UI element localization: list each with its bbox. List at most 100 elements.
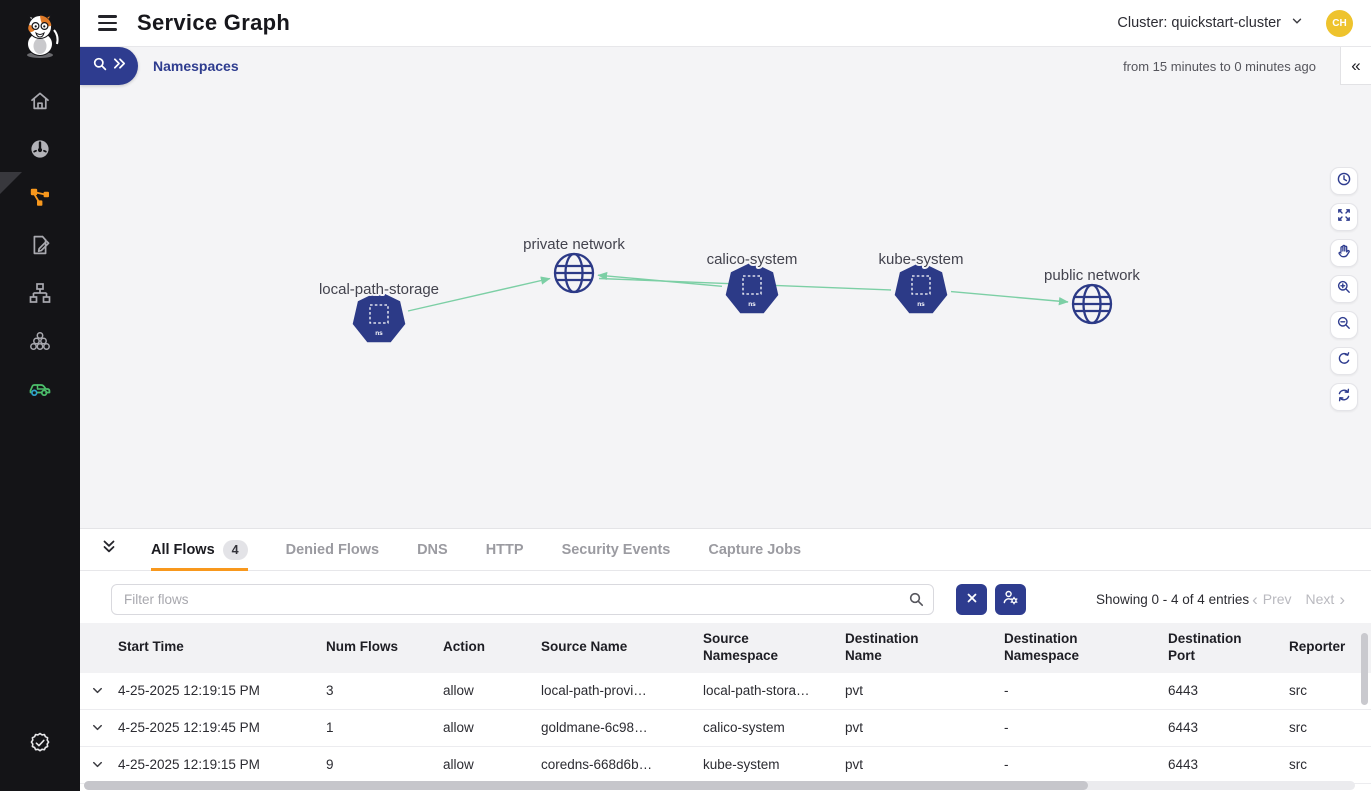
chevron-down-icon (1290, 14, 1304, 32)
tab-all-flows[interactable]: All Flows 4 (151, 529, 248, 571)
refresh-button[interactable] (1330, 383, 1358, 411)
clear-filter-button[interactable] (956, 583, 987, 615)
page-title: Service Graph (137, 10, 291, 35)
double-chevron-down-icon (100, 538, 118, 561)
filter-row: Showing 0 - 4 of 4 entries ‹Prev Next› (80, 571, 1371, 623)
node-badge: ns (917, 301, 925, 308)
node-kube-system[interactable]: ns (894, 262, 948, 314)
flows-panel: All Flows 4 Denied Flows DNS HTTP Securi… (80, 528, 1371, 791)
dashboard-gauge-icon (28, 137, 52, 166)
node-label: public network (1044, 267, 1140, 284)
time-range-label: from 15 minutes to 0 minutes ago (1123, 58, 1316, 74)
node-local-path-storage[interactable]: ns (352, 291, 406, 343)
service-graph-icon (28, 185, 52, 214)
fit-screen-button[interactable] (1330, 203, 1358, 231)
tab-denied-flows[interactable]: Denied Flows (286, 529, 379, 571)
hand-icon (1336, 243, 1352, 264)
col-destination-namespace[interactable]: Destination Namespace (1004, 631, 1080, 663)
panel-collapse-button[interactable] (96, 537, 122, 563)
node-calico-system[interactable]: ns (725, 262, 779, 314)
table-row[interactable]: 4-25-2025 12:19:15 PM 9 allow coredns-66… (80, 747, 1371, 784)
filter-flows-input[interactable] (111, 583, 934, 615)
time-settings-button[interactable] (1330, 167, 1358, 195)
breadcrumb[interactable]: Namespaces (153, 58, 239, 74)
search-icon[interactable] (908, 591, 925, 613)
col-num-flows[interactable]: Num Flows (326, 639, 399, 655)
zoom-out-icon (1336, 315, 1352, 336)
sidebar-item-network[interactable] (0, 271, 80, 319)
sidebar-item-certificate[interactable] (0, 721, 80, 769)
sidebar (0, 0, 80, 791)
avatar[interactable]: CH (1326, 9, 1353, 37)
col-action[interactable]: Action (443, 639, 485, 655)
certificate-check-icon (27, 730, 53, 761)
tab-label: Capture Jobs (708, 541, 802, 558)
sidebar-item-home[interactable] (0, 79, 80, 127)
network-topology-icon (28, 281, 52, 310)
tab-count-badge: 4 (222, 539, 248, 560)
zoom-out-button[interactable] (1330, 311, 1358, 339)
fit-screen-icon (1336, 207, 1352, 228)
col-source-name[interactable]: Source Name (541, 639, 628, 655)
expand-row-icon[interactable] (80, 720, 118, 735)
close-icon (965, 591, 979, 608)
col-source-namespace[interactable]: Source Namespace (703, 631, 779, 663)
flows-tabbar: All Flows 4 Denied Flows DNS HTTP Securi… (80, 529, 1371, 571)
sidebar-item-policies[interactable] (0, 223, 80, 271)
node-public-network[interactable] (1071, 283, 1113, 325)
clock-icon (1336, 171, 1352, 192)
edge-kube-public[interactable] (950, 290, 1069, 306)
tab-http[interactable]: HTTP (486, 529, 524, 571)
pan-button[interactable] (1330, 239, 1358, 267)
expand-row-icon[interactable] (80, 757, 118, 772)
node-private-network[interactable] (553, 252, 595, 294)
zoom-in-icon (1336, 279, 1352, 300)
calico-cat-logo[interactable] (17, 8, 63, 65)
home-icon (28, 89, 52, 118)
undo-icon (1336, 351, 1352, 372)
col-start-time[interactable]: Start Time (118, 639, 184, 655)
graph-search-button[interactable] (80, 47, 138, 85)
graph-svg: ns local-path-storage private network ns (317, 234, 1142, 343)
sidebar-item-compliance[interactable] (0, 367, 80, 415)
table-row[interactable]: 4-25-2025 12:19:15 PM 3 allow local-path… (80, 673, 1371, 710)
cluster-selector-label: Cluster: quickstart-cluster (1117, 15, 1281, 31)
next-button[interactable]: Next › (1305, 589, 1345, 609)
app-header: Service Graph Cluster: quickstart-cluste… (80, 0, 1371, 47)
hamburger-menu-icon[interactable] (98, 11, 122, 35)
node-label: calico-system (707, 251, 798, 268)
tab-label: All Flows (151, 541, 215, 558)
tab-label: DNS (417, 541, 448, 558)
table-row[interactable]: 4-25-2025 12:19:45 PM 1 allow goldmane-6… (80, 710, 1371, 747)
graph-topbar: Namespaces from 15 minutes to 0 minutes … (80, 47, 1371, 85)
col-destination-name[interactable]: Destination Name (845, 631, 919, 663)
zoom-in-button[interactable] (1330, 275, 1358, 303)
tab-dns[interactable]: DNS (417, 529, 448, 571)
service-graph-canvas[interactable]: Namespaces from 15 minutes to 0 minutes … (80, 47, 1371, 528)
tab-capture-jobs[interactable]: Capture Jobs (708, 529, 801, 571)
horizontal-scrollbar-thumb[interactable] (84, 781, 1089, 790)
horizontal-scrollbar-track[interactable] (84, 781, 1355, 790)
vertical-scrollbar[interactable] (1361, 633, 1368, 705)
col-destination-port[interactable]: Destination Port (1168, 631, 1242, 663)
search-icon (92, 56, 108, 77)
node-label: local-path-storage (319, 281, 439, 298)
undo-layout-button[interactable] (1330, 347, 1358, 375)
pagination: ‹ Prev Next › (1252, 591, 1345, 608)
col-reporter[interactable]: Reporter (1289, 639, 1346, 655)
edge-localpath-private[interactable] (407, 276, 551, 312)
tab-security-events[interactable]: Security Events (562, 529, 671, 571)
graph-tools (1330, 167, 1358, 411)
collapse-panel-button[interactable]: « (1340, 47, 1371, 85)
sidebar-item-dashboard[interactable] (0, 127, 80, 175)
cluster-selector[interactable]: Cluster: quickstart-cluster (1117, 14, 1304, 32)
sidebar-item-cluster[interactable] (0, 319, 80, 367)
compliance-car-icon (27, 376, 53, 407)
prev-button[interactable]: ‹ Prev (1252, 589, 1292, 609)
flow-settings-button[interactable] (995, 583, 1026, 615)
main-area: Service Graph Cluster: quickstart-cluste… (80, 0, 1371, 791)
expand-row-icon[interactable] (80, 683, 118, 698)
sidebar-item-service-graph[interactable] (0, 175, 80, 223)
table-header-row: Start Time Num Flows Action Source Name … (80, 623, 1371, 673)
